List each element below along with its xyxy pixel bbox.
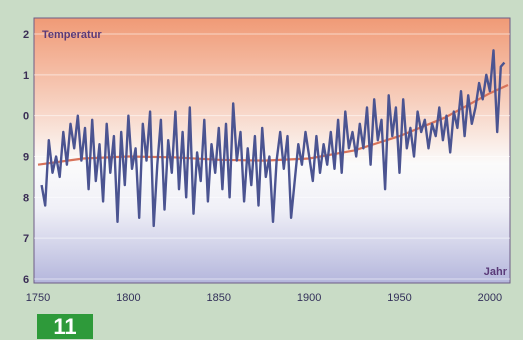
y-tick-label: 9: [23, 152, 29, 164]
x-tick-label: 2000: [478, 292, 502, 304]
y-tick-label: 0: [23, 111, 29, 123]
x-axis-label: Jahr: [484, 266, 508, 278]
x-tick-label: 1950: [387, 292, 411, 304]
figure-number-badge: 11: [37, 314, 93, 339]
y-tick-label: 1: [23, 70, 29, 82]
y-tick-label: 7: [23, 233, 29, 245]
x-tick-label: 1750: [26, 292, 50, 304]
y-tick-label: 2: [23, 29, 29, 41]
x-tick-labels: 1750 1800 1850 1900 1950 2000: [26, 292, 502, 304]
y-tick-label: 6: [23, 274, 29, 286]
x-tick-label: 1850: [207, 292, 231, 304]
x-tick-label: 1900: [297, 292, 321, 304]
temperature-series-line: [40, 49, 506, 228]
y-tick-label: 8: [23, 192, 29, 204]
y-axis-label: Temperatur: [42, 29, 102, 41]
x-tick-label: 1800: [116, 292, 140, 304]
